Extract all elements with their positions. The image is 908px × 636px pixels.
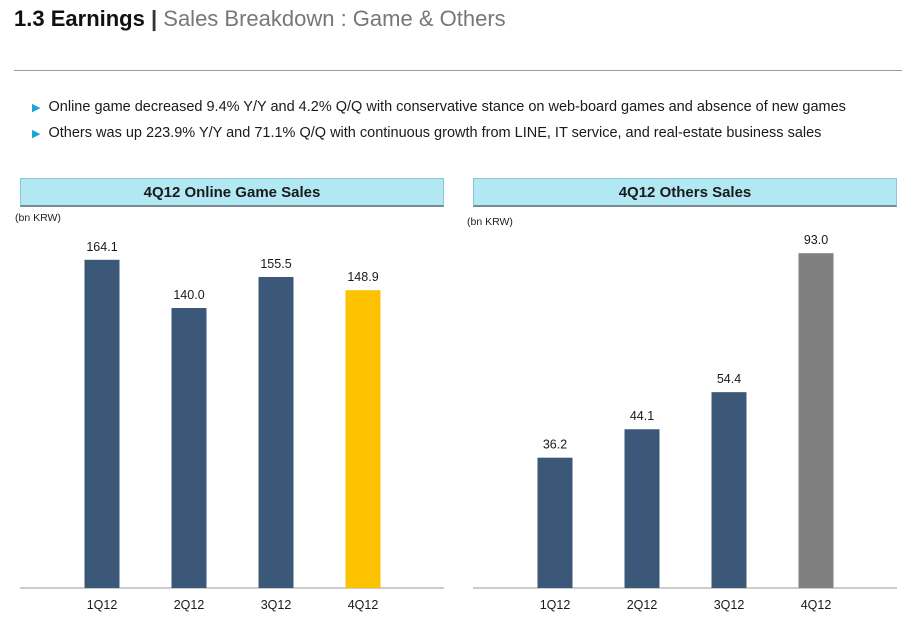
section-subtitle: Sales Breakdown : Game & Others [163, 6, 506, 31]
summary-bullets: ▶ Online game decreased 9.4% Y/Y and 4.2… [32, 95, 846, 147]
x-tick-label: 3Q12 [714, 598, 745, 612]
x-tick-label: 2Q12 [627, 598, 658, 612]
others-bar-plot: 36.2 1Q12 44.1 2Q12 54.4 3Q12 93.0 4Q12 [473, 233, 897, 612]
chart-title: 4Q12 Online Game Sales [20, 178, 444, 207]
data-label-3q12: 155.5 [260, 257, 291, 271]
bar-1q12 [84, 259, 120, 588]
x-tick-label: 1Q12 [540, 598, 571, 612]
bullet-text: Online game decreased 9.4% Y/Y and 4.2% … [48, 99, 846, 115]
section-number: 1.3 [14, 6, 45, 31]
x-tick-label: 4Q12 [348, 598, 379, 612]
unit-label: (bn KRW) [15, 212, 61, 224]
data-label-3q12: 54.4 [717, 372, 741, 386]
bar-2q12 [171, 308, 207, 588]
title-separator: | [150, 6, 158, 31]
x-tick-label: 4Q12 [801, 598, 832, 612]
x-tick-label: 2Q12 [174, 598, 205, 612]
triangle-right-icon: ▶ [32, 102, 41, 114]
triangle-right-icon: ▶ [32, 128, 41, 140]
bar-3q12 [711, 392, 747, 588]
data-label-4q12: 148.9 [347, 270, 378, 284]
summary-bullet: ▶ Online game decreased 9.4% Y/Y and 4.2… [32, 95, 846, 121]
page-title: 1.3 Earnings | Sales Breakdown : Game & … [14, 5, 506, 33]
data-label-4q12: 93.0 [804, 233, 828, 247]
data-label-1q12: 164.1 [86, 240, 117, 254]
unit-label: (bn KRW) [467, 216, 513, 228]
others-sales-chart: 4Q12 Others Sales (bn KRW) 36.2 1Q12 44.1 2… [467, 178, 897, 618]
bar-1q12 [537, 457, 573, 588]
data-label-1q12: 36.2 [543, 438, 567, 452]
data-label-2q12: 140.0 [173, 288, 204, 302]
data-label-2q12: 44.1 [630, 409, 654, 423]
bar-4q12 [345, 290, 381, 588]
x-tick-label: 3Q12 [261, 598, 292, 612]
x-tick-label: 1Q12 [87, 598, 118, 612]
section-title: Earnings [50, 6, 145, 31]
bar-3q12 [258, 277, 294, 588]
bar-4q12 [798, 253, 834, 588]
bullet-text: Others was up 223.9% Y/Y and 71.1% Q/Q w… [48, 125, 822, 141]
online-game-sales-chart: 4Q12 Online Game Sales (bn KRW) 164.1 1Q1… [15, 178, 444, 618]
summary-bullet: ▶ Others was up 223.9% Y/Y and 71.1% Q/Q… [32, 121, 846, 147]
online-game-bar-plot: 164.1 1Q12 140.0 2Q12 155.5 3Q12 148.9 4Q12 [20, 240, 444, 612]
header-divider [14, 70, 902, 71]
bar-2q12 [624, 429, 660, 588]
chart-title: 4Q12 Others Sales [473, 178, 897, 207]
